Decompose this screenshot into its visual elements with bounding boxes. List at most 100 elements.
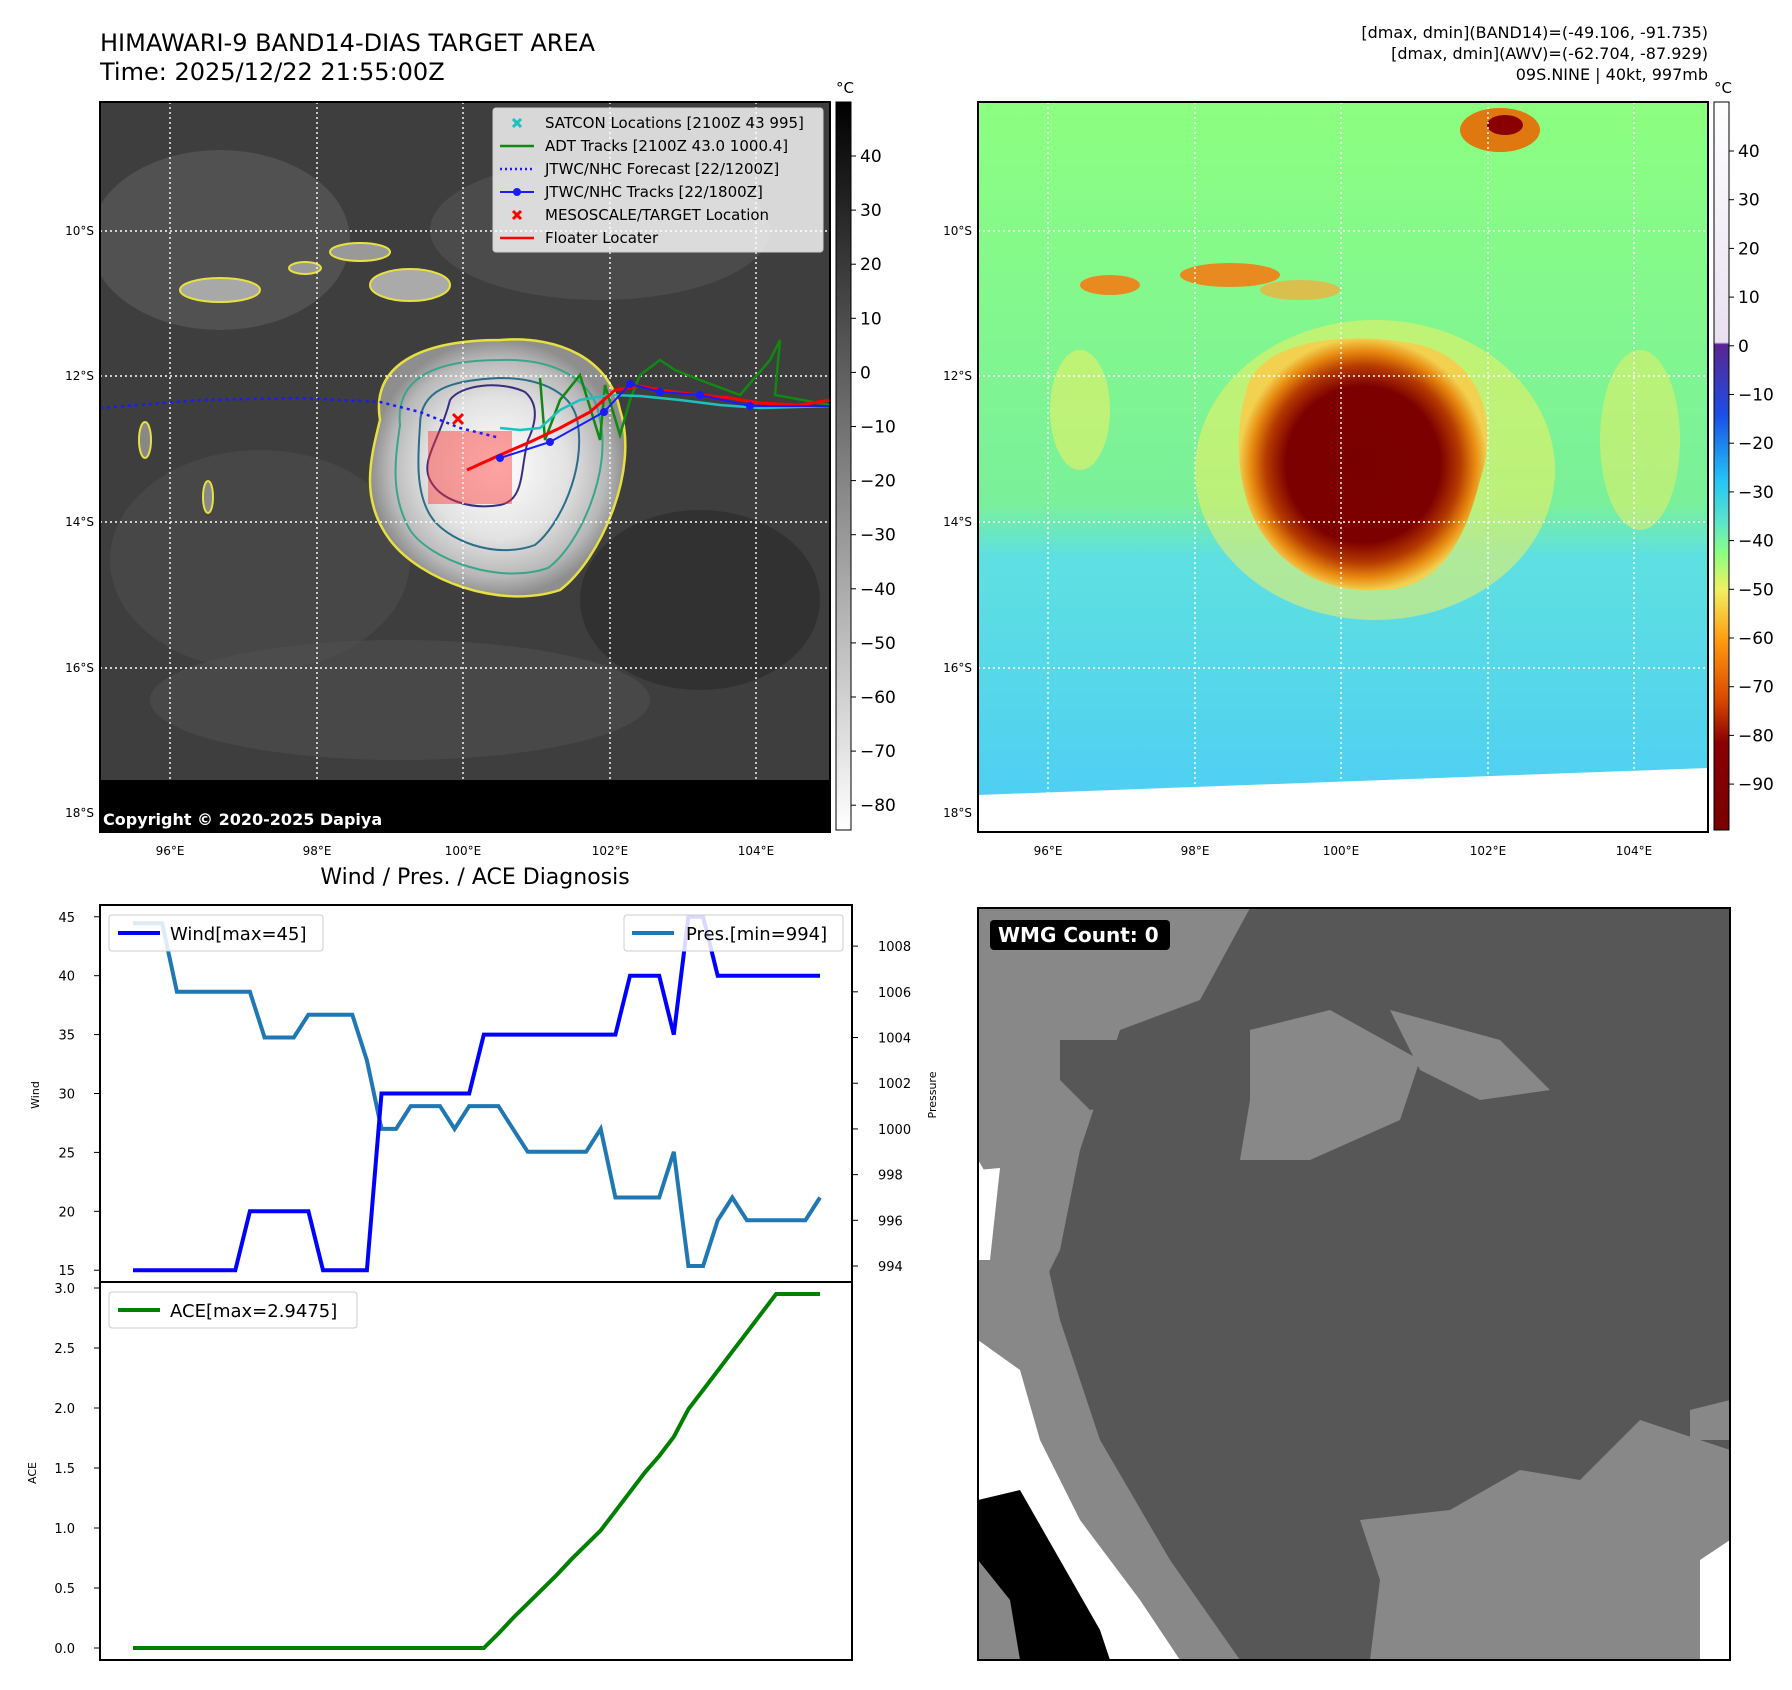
lon-tick-label: 102°E (592, 844, 629, 858)
color-map-panel (978, 102, 1708, 832)
pressure-series-line (133, 921, 822, 1268)
pressure-tick-label: 1008 (878, 940, 911, 955)
x-icon (511, 117, 523, 129)
colorbar-tick-label: −20 (860, 472, 896, 492)
colorbar-tick-label: −30 (1738, 483, 1774, 503)
colorbar-tick-label: −50 (1738, 580, 1774, 600)
wind-tick-label: 30 (58, 1088, 75, 1103)
pressure-tick-label: 998 (878, 1169, 903, 1184)
wind-tick-label: 40 (58, 970, 75, 985)
colorbar-tick-label: −40 (1738, 532, 1774, 552)
wind-chart-title: Wind / Pres. / ACE Diagnosis (320, 865, 629, 890)
ir-legend-label: MESOSCALE/TARGET Location (545, 206, 769, 224)
lat-tick-label: 10°S (65, 224, 94, 238)
colorbar-tick-label: −80 (860, 796, 896, 816)
ir-legend-item: JTWC/NHC Forecast [22/1200Z] (500, 160, 779, 178)
ace-series-line (133, 1292, 820, 1650)
wind-tick-label: 35 (58, 1029, 75, 1044)
ace-legend: ACE[max=2.9475] (108, 1291, 358, 1329)
color-map-frame (977, 101, 1709, 833)
pressure-legend: Pres.[min=994] (623, 914, 844, 952)
lat-tick-label: 18°S (943, 806, 972, 820)
colorbar-tick-label: 20 (1738, 239, 1760, 259)
colorbar-tick-label: 0 (860, 363, 871, 383)
figure-time: Time: 2025/12/22 21:55:00Z (99, 58, 445, 86)
wind-tick-label: 25 (58, 1146, 75, 1161)
pressure-legend-label: Pres.[min=994] (686, 924, 827, 945)
ir-legend-item: JTWC/NHC Tracks [22/1800Z] (500, 183, 763, 201)
lat-tick-label: 12°S (65, 369, 94, 383)
lon-tick-label: 100°E (1323, 844, 1360, 858)
ace-tick-label: 3.0 (54, 1282, 75, 1297)
wind-legend-label: Wind[max=45] (170, 924, 307, 945)
figure-title: HIMAWARI-9 BAND14-DIAS TARGET AREA (100, 29, 596, 57)
ace-chart: 0.0 0.5 1.0 1.5 2.0 2.5 3.0 ACE ACE[max=2.9475… (26, 1281, 853, 1661)
colorbar-tick-label: −80 (1738, 726, 1774, 746)
ir-map-frame (99, 101, 831, 833)
wmg-badge: WMG Count: 0 (990, 920, 1170, 950)
lon-tick-label: 96°E (1034, 844, 1063, 858)
wind-tick-label: 45 (58, 911, 75, 926)
colorbar-tick-label: −70 (860, 742, 896, 762)
info-awv: [dmax, dmin](AWV)=(-62.704, -87.929) (1391, 44, 1708, 63)
colorbar-tick-label: −90 (1738, 775, 1774, 795)
wmg-panel (978, 908, 1730, 1660)
ir-legend-label: ADT Tracks [2100Z 43.0 1000.4] (545, 137, 788, 155)
wmg-badge-text: WMG Count: 0 (998, 923, 1159, 947)
wind-pressure-chart: 15 20 25 30 35 40 45 994 996 998 1000 1002 1004 1006… (29, 904, 939, 1283)
wmg-frame (977, 907, 1731, 1661)
lat-tick-label: 16°S (65, 661, 94, 675)
info-band14: [dmax, dmin](BAND14)=(-49.106, -91.735) (1361, 23, 1708, 42)
ir-legend-label: SATCON Locations [2100Z 43 995] (545, 114, 804, 132)
x-icon (511, 209, 523, 221)
pressure-tick-label: 1006 (878, 986, 911, 1001)
colorbar-tick-label: 20 (860, 255, 882, 275)
colorbar-tick-label: 30 (1738, 191, 1760, 211)
colorbar-tick-label: 40 (860, 147, 882, 167)
lat-tick-label: 14°S (65, 515, 94, 529)
colorbar-tick-label: −30 (860, 526, 896, 546)
line-dot-icon (500, 188, 534, 196)
lon-tick-label: 102°E (1470, 844, 1507, 858)
wind-tick-label: 15 (58, 1264, 75, 1279)
map-tick-labels: 96°E 98°E 100°E 102°E 104°E 10°S 12°S 14°S 16°S 1… (65, 224, 1652, 858)
colorbar-tick-label: 10 (1738, 288, 1760, 308)
colorbar-tick-label: −10 (860, 418, 896, 438)
ir-legend-label: JTWC/NHC Forecast [22/1200Z] (544, 160, 779, 178)
copyright-text: Copyright © 2020-2025 Dapiya (103, 810, 382, 829)
pressure-tick-label: 1002 (878, 1077, 911, 1092)
colorbar-tick-label: 0 (1738, 337, 1749, 357)
colorbar-tick-label: −20 (1738, 434, 1774, 454)
ace-tick-label: 2.0 (54, 1402, 75, 1417)
ir-colorbar: °C 40 30 20 10 0 −10 −20 −30 −40 −50 −60 −70 −80 (835, 79, 896, 831)
ace-tick-label: 2.5 (54, 1342, 75, 1357)
lon-tick-label: 98°E (303, 844, 332, 858)
lat-tick-label: 10°S (943, 224, 972, 238)
wind-axis-label: Wind (29, 1081, 42, 1109)
ir-legend-label: Floater Locater (545, 229, 659, 247)
color-colorbar-unit: °C (1714, 79, 1732, 97)
ace-tick-label: 0.0 (54, 1642, 75, 1657)
lat-tick-label: 12°S (943, 369, 972, 383)
colorbar-tick-label: −60 (860, 688, 896, 708)
lat-tick-label: 18°S (65, 806, 94, 820)
ace-tick-label: 1.0 (54, 1522, 75, 1537)
pressure-tick-label: 994 (878, 1260, 903, 1275)
ir-colorbar-unit: °C (836, 79, 854, 97)
colorbar-tick-label: −10 (1738, 386, 1774, 406)
colorbar-tick-label: 10 (860, 309, 882, 329)
lon-tick-label: 100°E (445, 844, 482, 858)
pressure-tick-label: 1000 (878, 1123, 911, 1138)
ir-legend-label: JTWC/NHC Tracks [22/1800Z] (544, 183, 763, 201)
colorbar-tick-label: 30 (860, 201, 882, 221)
lon-tick-label: 104°E (738, 844, 775, 858)
ace-tick-label: 1.5 (54, 1462, 75, 1477)
colorbar-tick-label: −70 (1738, 678, 1774, 698)
lat-tick-label: 16°S (943, 661, 972, 675)
lon-tick-label: 104°E (1616, 844, 1653, 858)
ir-legend-item: Floater Locater (500, 229, 659, 247)
ace-axis-label: ACE (26, 1462, 39, 1484)
pressure-tick-label: 1004 (878, 1032, 911, 1047)
colorbar-tick-label: 40 (1738, 142, 1760, 162)
